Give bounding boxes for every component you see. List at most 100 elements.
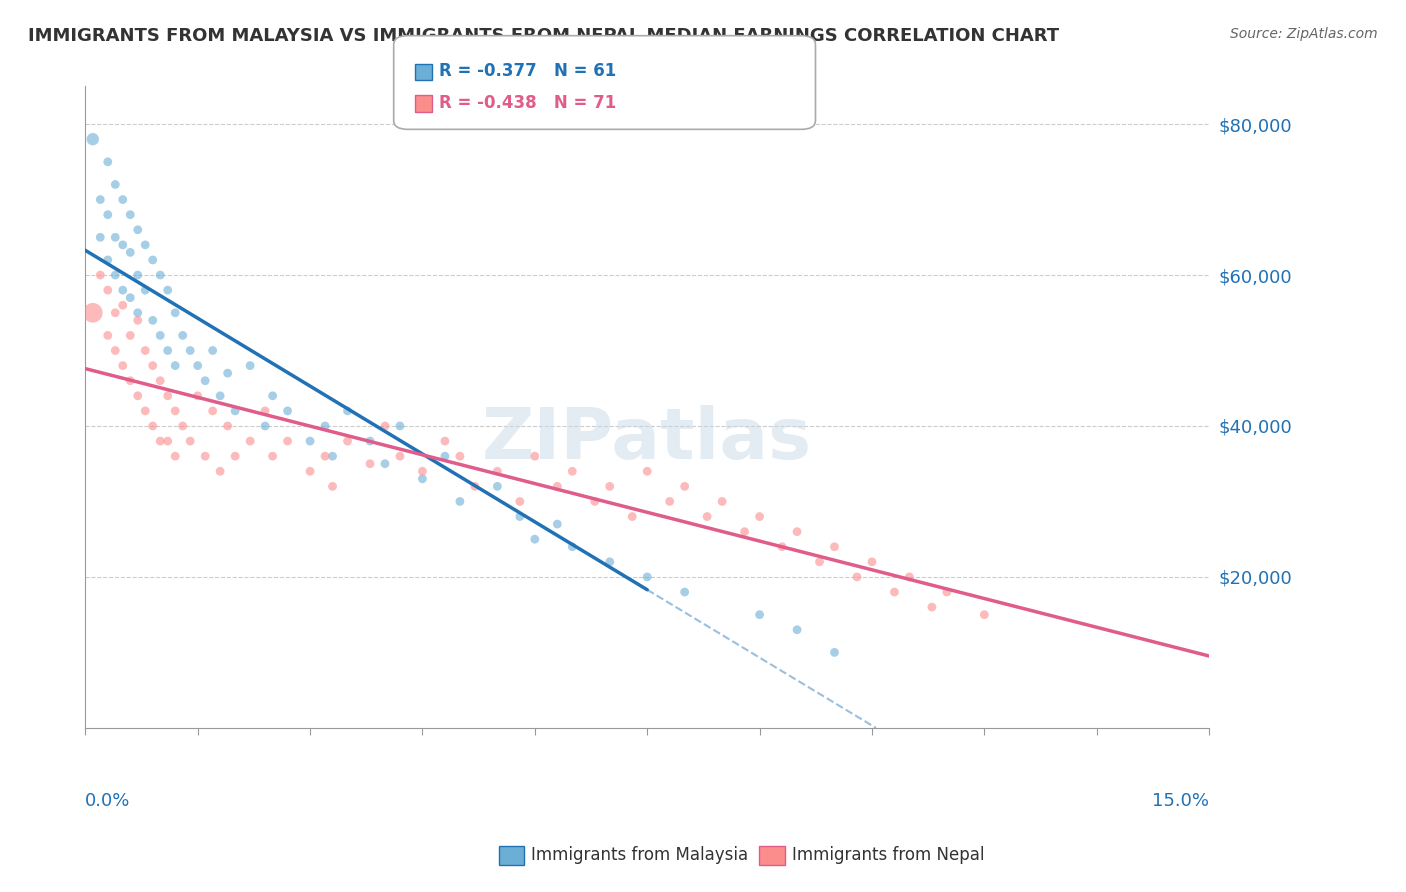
Point [673,585,696,599]
Point [636,464,658,478]
Point [111,298,134,312]
Point [97,328,120,343]
Point [973,607,995,622]
Point [201,343,224,358]
Point [89,230,111,244]
Text: R = -0.438   N = 71: R = -0.438 N = 71 [439,94,616,112]
Point [142,313,165,327]
Point [111,283,134,297]
Point [149,374,172,388]
Point [388,419,411,434]
Point [142,359,165,373]
Point [97,283,120,297]
Point [187,389,209,403]
Text: 15.0%: 15.0% [1152,792,1209,810]
Point [217,419,239,434]
Point [111,193,134,207]
Point [388,449,411,463]
Point [97,252,120,267]
Point [127,313,149,327]
Point [824,540,846,554]
Point [770,540,793,554]
Point [523,532,546,546]
Point [187,359,209,373]
Point [299,464,322,478]
Point [149,268,172,282]
Point [239,434,262,448]
Text: IMMIGRANTS FROM MALAYSIA VS IMMIGRANTS FROM NEPAL MEDIAN EARNINGS CORRELATION CH: IMMIGRANTS FROM MALAYSIA VS IMMIGRANTS F… [28,27,1059,45]
Point [165,449,187,463]
Point [262,449,284,463]
Point [134,237,156,252]
Point [658,494,681,508]
Point [411,472,433,486]
Point [111,359,134,373]
Point [546,517,568,532]
Point [224,404,246,418]
Point [322,479,344,493]
Point [314,449,336,463]
Point [201,404,224,418]
Point [194,449,217,463]
Point [599,555,621,569]
Point [322,449,344,463]
Point [734,524,756,539]
Point [254,419,277,434]
Point [104,343,127,358]
Point [449,494,471,508]
Point [374,457,396,471]
Point [104,178,127,192]
Point [509,509,531,524]
Point [127,268,149,282]
Point [89,193,111,207]
Point [898,570,921,584]
Point [359,457,381,471]
Point [374,419,396,434]
Point [486,479,509,493]
Point [464,479,486,493]
Point [254,404,277,418]
Point [433,434,456,448]
Point [262,389,284,403]
Point [599,479,621,493]
Point [711,494,734,508]
Point [921,600,943,615]
Point [509,494,531,508]
Point [165,306,187,320]
Point [239,359,262,373]
Text: Source: ZipAtlas.com: Source: ZipAtlas.com [1230,27,1378,41]
Point [523,449,546,463]
Point [217,366,239,380]
Point [156,283,179,297]
Point [149,328,172,343]
Point [172,419,194,434]
Point [433,449,456,463]
Point [449,449,471,463]
Point [120,328,142,343]
Point [808,555,831,569]
Text: Immigrants from Malaysia: Immigrants from Malaysia [531,847,748,864]
Point [935,585,957,599]
Point [846,570,869,584]
Point [336,434,359,448]
Point [156,389,179,403]
Point [149,434,172,448]
Point [134,283,156,297]
Point [156,343,179,358]
Point [786,524,808,539]
Point [209,464,232,478]
Point [179,343,201,358]
Point [97,208,120,222]
Text: Immigrants from Nepal: Immigrants from Nepal [792,847,984,864]
Point [165,404,187,418]
Point [696,509,718,524]
Point [748,607,770,622]
Point [546,479,568,493]
Point [82,306,104,320]
Point [89,268,111,282]
Point [194,374,217,388]
Point [299,434,322,448]
Point [486,464,509,478]
Point [561,464,583,478]
Point [120,208,142,222]
